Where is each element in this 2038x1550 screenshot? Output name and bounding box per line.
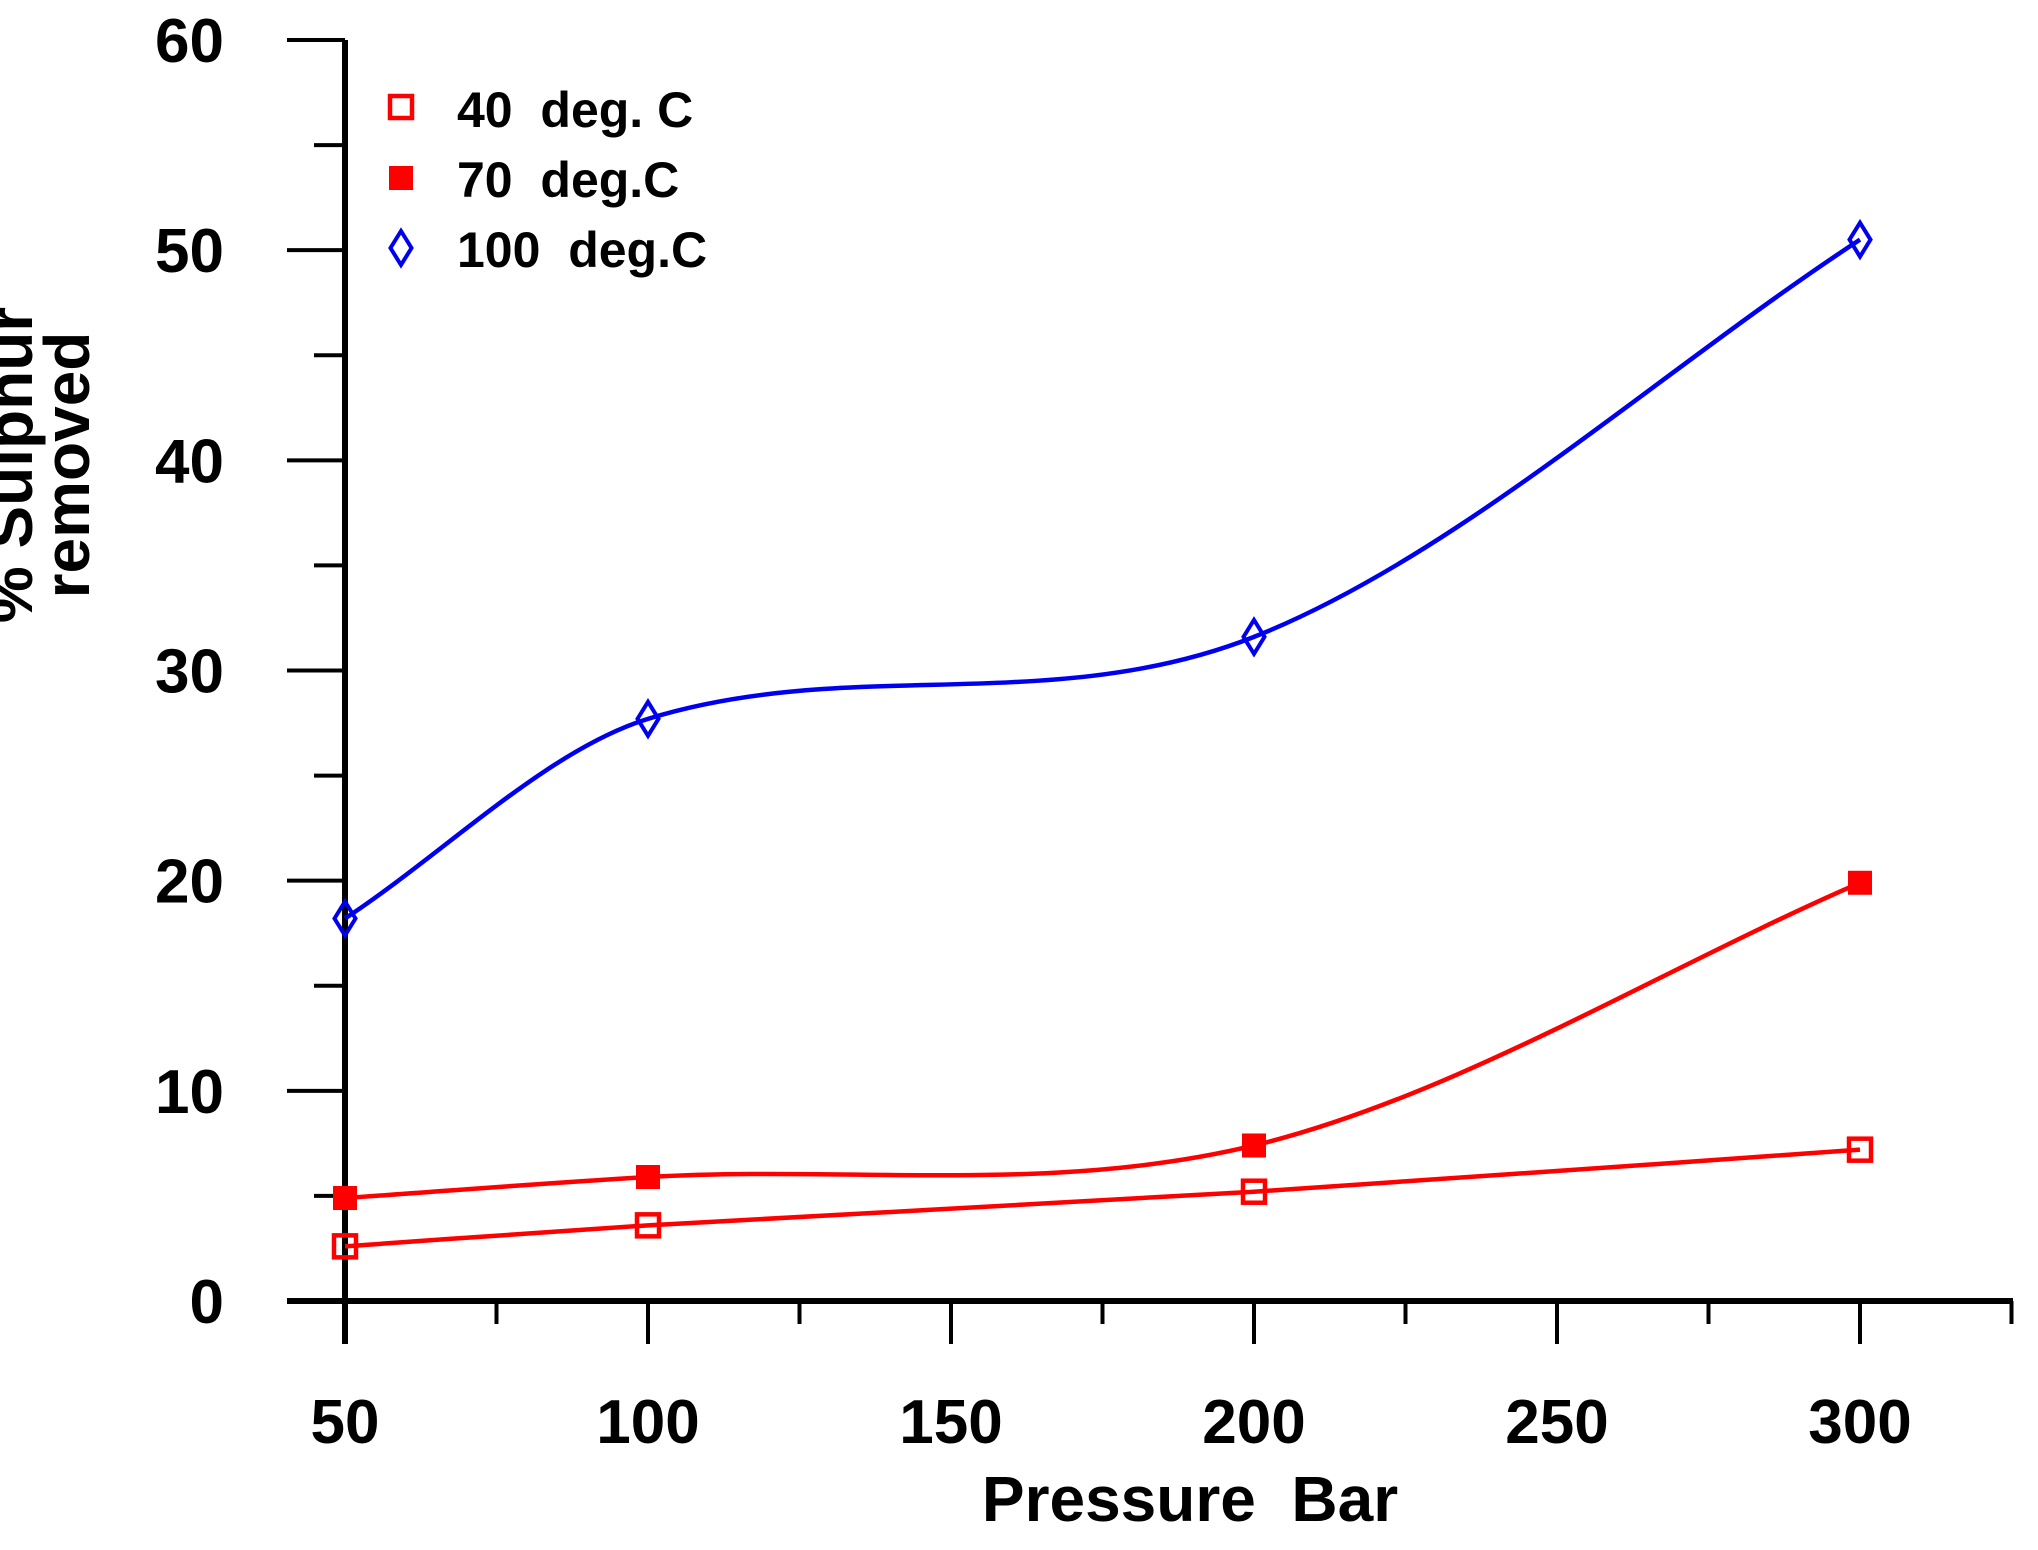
marker-40-deg-c <box>1846 1136 1874 1163</box>
marker-70-deg-c <box>1242 1133 1266 1158</box>
y-tick-label: 50 <box>155 217 224 286</box>
y-axis-tick-labels: 0 10 20 30 40 50 60 <box>155 7 224 1337</box>
series-group <box>331 218 1874 1260</box>
curve-70-deg-c <box>344 880 1861 1201</box>
legend-label-100-deg-c: 100 deg.C <box>457 222 707 278</box>
y-tick-label: 30 <box>155 637 224 706</box>
y-axis-title-line2: removed <box>31 332 103 599</box>
legend-label-70-deg-c: 70 deg.C <box>457 152 679 208</box>
x-tick-label: 50 <box>311 1388 380 1457</box>
marker-40-deg-c <box>1240 1178 1268 1205</box>
series-40-deg-c <box>331 1136 1874 1260</box>
x-tick-label: 300 <box>1808 1388 1911 1457</box>
marker-100-deg-c <box>332 897 358 940</box>
series-70-deg-c <box>333 870 1872 1211</box>
marker-100-deg-c <box>1847 218 1873 261</box>
legend-item-70-deg-c: 70 deg.C <box>389 152 679 208</box>
x-axis-title: Pressure Bar <box>982 1463 1398 1535</box>
series-100-deg-c <box>332 218 1873 940</box>
legend-item-100-deg-c: 100 deg.C <box>388 222 707 278</box>
x-tick-label: 100 <box>596 1388 699 1457</box>
legend-label-40-deg-c: 40 deg. C <box>457 82 693 138</box>
legend-marker-70-deg-c <box>389 166 413 190</box>
legend-item-40-deg-c: 40 deg. C <box>387 82 693 138</box>
marker-100-deg-c <box>1241 616 1267 658</box>
y-tick-label: 0 <box>190 1268 224 1337</box>
x-axis-tick-labels: 50 100 150 200 250 300 <box>311 1388 1912 1457</box>
axes <box>287 40 2013 1344</box>
curve-100-deg-c <box>343 237 1862 921</box>
legend: 40 deg. C 70 deg.C 100 deg.C <box>387 82 707 278</box>
marker-40-deg-c <box>331 1233 359 1260</box>
marker-70-deg-c <box>636 1165 660 1190</box>
marker-100-deg-c <box>635 698 661 740</box>
x-tick-label: 150 <box>899 1388 1002 1457</box>
x-tick-label: 200 <box>1202 1388 1305 1457</box>
x-axis-ticks <box>343 1301 2014 1344</box>
curve-40-deg-c <box>344 1147 1861 1249</box>
legend-marker-100-deg-c <box>388 227 414 269</box>
y-axis-ticks <box>287 37 345 1303</box>
y-tick-label: 60 <box>155 7 224 76</box>
y-tick-label: 20 <box>155 848 224 917</box>
x-tick-label: 250 <box>1505 1388 1608 1457</box>
y-tick-label: 10 <box>155 1058 224 1127</box>
marker-40-deg-c <box>634 1212 662 1239</box>
marker-70-deg-c <box>1848 870 1872 895</box>
y-tick-label: 40 <box>155 427 224 496</box>
y-axis-title-line1: % Sulphur <box>0 307 46 623</box>
legend-marker-40-deg-c <box>387 93 415 121</box>
marker-70-deg-c <box>333 1186 357 1211</box>
